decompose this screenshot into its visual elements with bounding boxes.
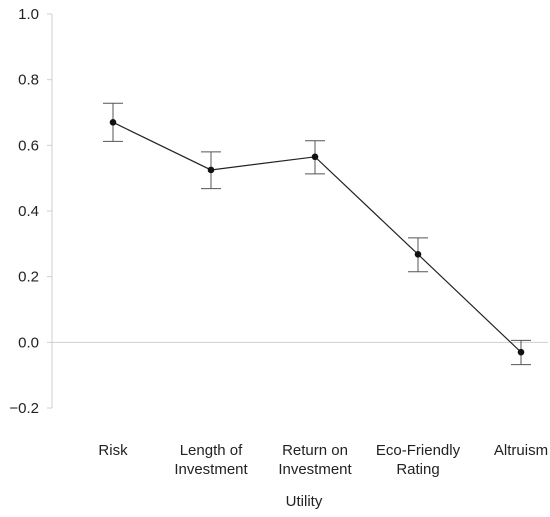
y-tick-label: 0.6 — [18, 137, 39, 154]
x-tick-label: Altruism — [494, 442, 548, 459]
x-tick-label: Risk — [98, 442, 128, 459]
data-point — [109, 119, 117, 126]
data-point — [414, 251, 422, 258]
y-tick-label: 1.0 — [18, 6, 39, 23]
x-tick-label: Eco-Friendly Rating — [376, 442, 461, 478]
y-axis: −0.2 0.0 0.2 0.4 0.6 0.8 1.0 — [9, 6, 53, 417]
data-point — [517, 348, 525, 356]
data-point — [207, 166, 215, 174]
y-tick-label: 0.4 — [18, 203, 39, 220]
y-tick-label: 0.8 — [18, 72, 39, 89]
data-point — [311, 153, 319, 161]
data-points — [109, 119, 525, 356]
y-tick-label: 0.0 — [18, 334, 39, 351]
y-tick-label: 0.2 — [18, 269, 39, 286]
x-axis-title: Utility — [286, 493, 323, 510]
error-bars — [103, 102, 531, 366]
x-tick-label: Return on Investment — [278, 442, 352, 478]
y-tick-label: −0.2 — [9, 400, 39, 417]
x-axis-labels: Risk Length of Investment Return on Investme… — [98, 442, 548, 478]
x-tick-label: Length of Investment — [174, 442, 248, 478]
